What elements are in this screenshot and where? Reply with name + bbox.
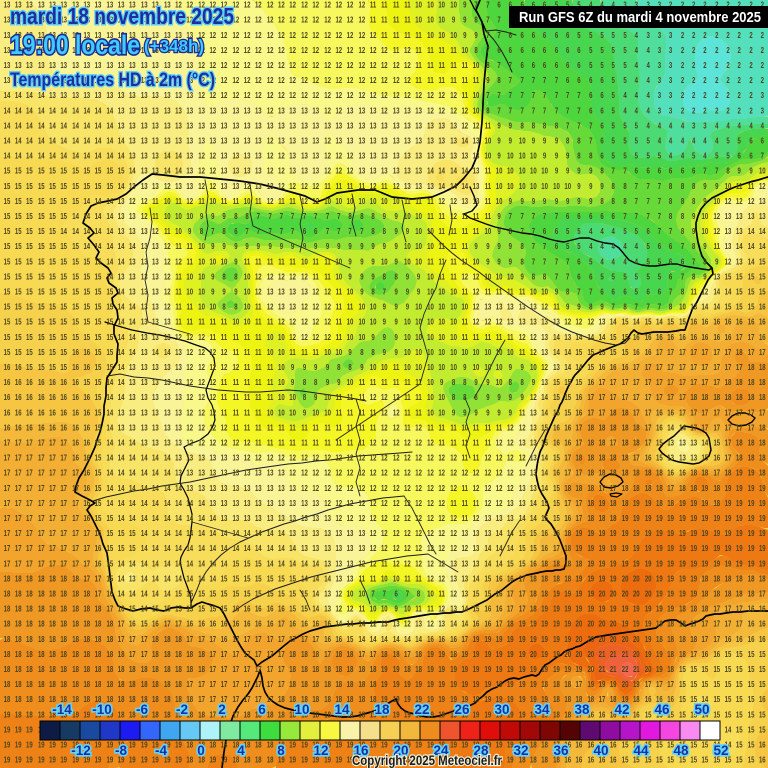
svg-text:38: 38 [574,702,590,717]
svg-text:16: 16 [353,743,369,758]
svg-text:Températures HD à 2m (°C): Températures HD à 2m (°C) [10,70,215,91]
svg-text:20: 20 [393,743,408,758]
svg-text:-8: -8 [115,743,127,758]
svg-text:Copyright 2025 Meteociel.fr: Copyright 2025 Meteociel.fr [352,752,502,768]
svg-text:0: 0 [197,743,205,758]
svg-text:48: 48 [673,743,689,758]
svg-text:14: 14 [334,702,350,717]
svg-text:8: 8 [277,743,285,758]
svg-text:4: 4 [237,743,245,758]
svg-text:10: 10 [294,702,309,717]
svg-text:28: 28 [473,743,489,758]
svg-text:18: 18 [374,702,390,717]
svg-text:52: 52 [713,743,728,758]
svg-text:24: 24 [433,743,449,758]
svg-text:-6: -6 [136,702,148,717]
svg-text:42: 42 [614,702,629,717]
svg-text:-12: -12 [71,743,91,758]
svg-text:44: 44 [633,743,649,758]
svg-text:34: 34 [534,702,550,717]
svg-text:19:00 locale: 19:00 locale [10,30,140,60]
svg-text:2: 2 [218,702,226,717]
svg-text:30: 30 [494,702,509,717]
svg-text:6: 6 [258,702,266,717]
svg-text:46: 46 [654,702,670,717]
svg-text:50: 50 [694,702,709,717]
svg-text:mardi 18 novembre 2025: mardi 18 novembre 2025 [10,3,234,29]
svg-text:(+348h): (+348h) [144,36,204,56]
svg-text:-14: -14 [52,702,72,717]
svg-text:22: 22 [414,702,429,717]
svg-text:Run GFS 6Z du mardi 4 novembre: Run GFS 6Z du mardi 4 novembre 2025 [519,10,761,26]
svg-text:-10: -10 [92,702,112,717]
svg-text:26: 26 [454,702,470,717]
svg-text:32: 32 [513,743,528,758]
svg-text:-2: -2 [176,702,188,717]
svg-text:36: 36 [553,743,569,758]
svg-text:12: 12 [313,743,328,758]
svg-text:40: 40 [593,743,608,758]
svg-text:-4: -4 [155,743,167,758]
